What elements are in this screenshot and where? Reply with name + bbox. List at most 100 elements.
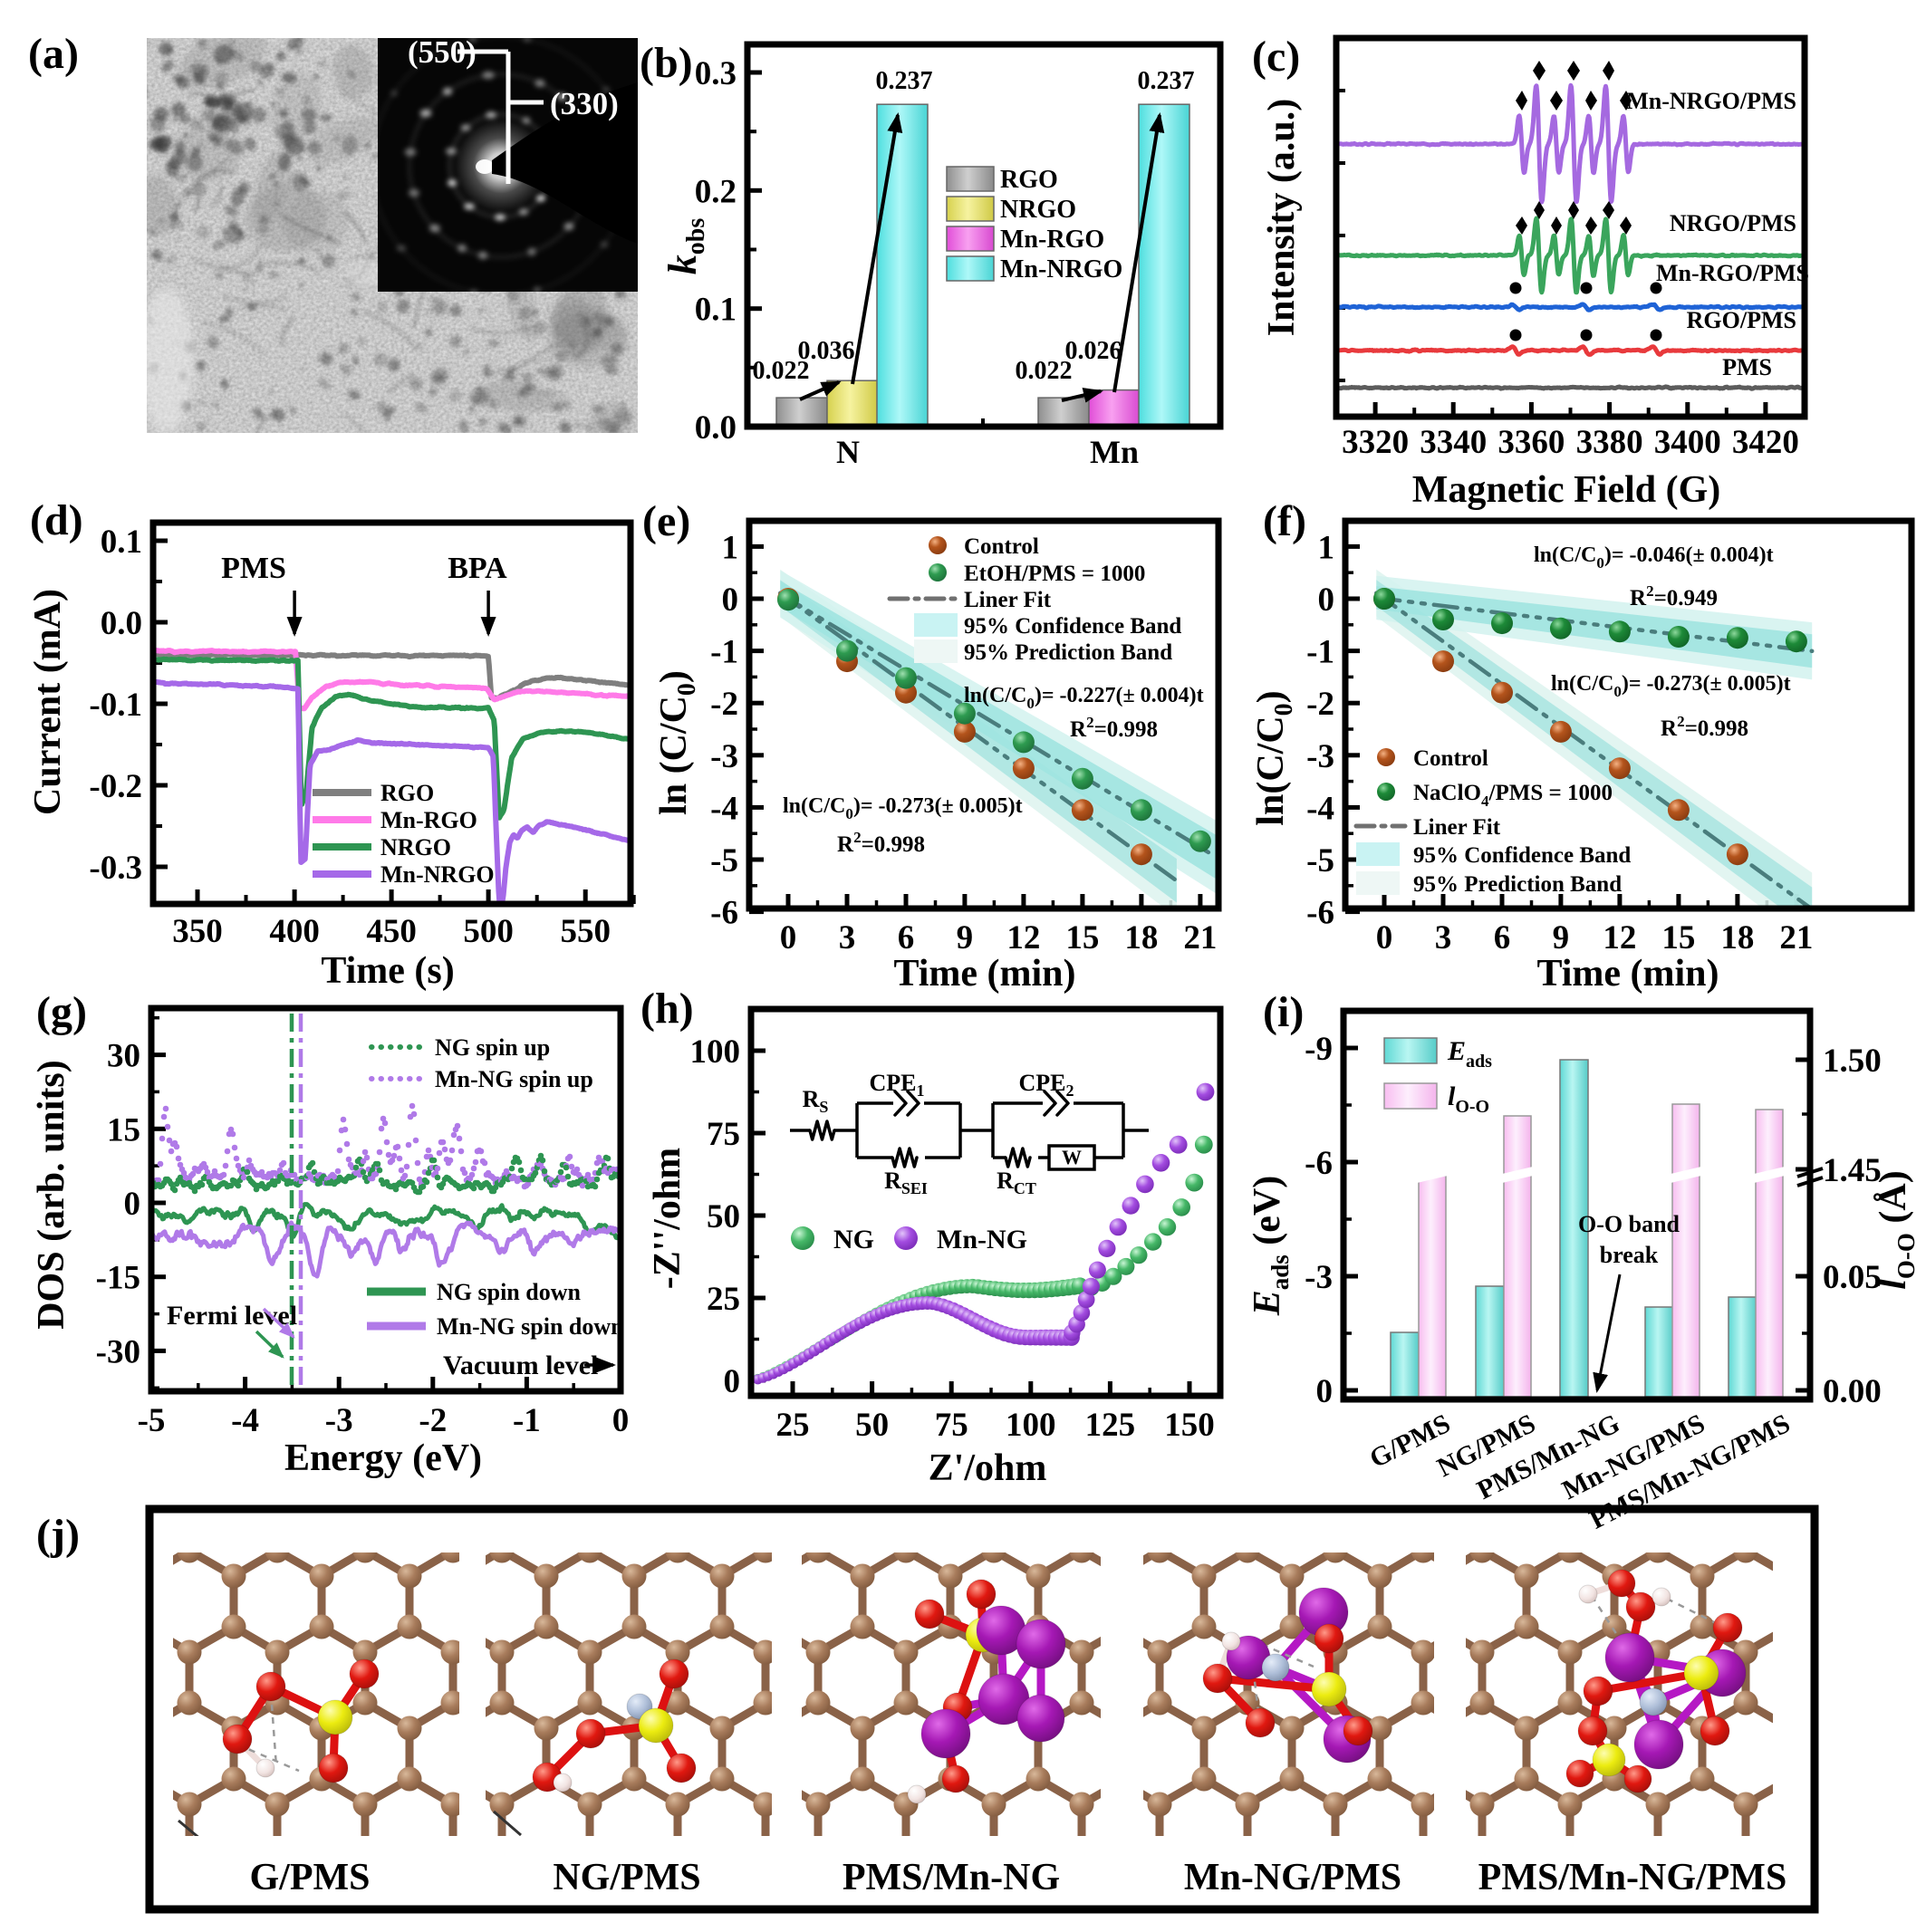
svg-text:-1: -1 (710, 634, 738, 671)
svg-text:Liner Fit: Liner Fit (1413, 815, 1501, 840)
svg-text:(c): (c) (1252, 33, 1300, 81)
svg-text:-6: -6 (1305, 1145, 1333, 1182)
svg-text:NG spin up: NG spin up (435, 1034, 550, 1061)
svg-text:50: 50 (855, 1407, 889, 1444)
svg-text:12: 12 (1006, 919, 1040, 956)
svg-text:PMS/Mn-NG/PMS: PMS/Mn-NG/PMS (1478, 1857, 1787, 1898)
svg-text:Vacuum level: Vacuum level (443, 1350, 598, 1380)
svg-text:95% Prediction Band: 95% Prediction Band (1413, 872, 1622, 897)
svg-text:18: 18 (1124, 919, 1158, 956)
svg-text:0.237: 0.237 (876, 67, 933, 95)
svg-text:R2=0.998: R2=0.998 (1070, 714, 1158, 742)
svg-text:O-O band: O-O band (1578, 1211, 1680, 1237)
svg-text:3: 3 (1435, 919, 1452, 956)
svg-text:0.036: 0.036 (798, 337, 855, 365)
svg-text:(330): (330) (550, 86, 619, 121)
svg-text:break: break (1600, 1242, 1659, 1268)
svg-text:EtOH/PMS = 1000: EtOH/PMS = 1000 (964, 562, 1145, 586)
svg-text:-0.1: -0.1 (89, 687, 142, 724)
svg-text:(a): (a) (28, 30, 79, 78)
svg-text:25: 25 (707, 1281, 740, 1318)
svg-text:CPE1: CPE1 (870, 1070, 925, 1100)
svg-text:Control: Control (1413, 746, 1488, 771)
svg-text:Mn-NG spin down: Mn-NG spin down (437, 1313, 624, 1340)
svg-text:-3: -3 (1305, 1259, 1333, 1296)
svg-text:R2=0.949: R2=0.949 (1630, 582, 1718, 610)
svg-text:3400: 3400 (1654, 424, 1721, 461)
svg-text:0.05: 0.05 (1823, 1259, 1882, 1296)
svg-text:0: 0 (1376, 919, 1393, 956)
svg-text:(j): (j) (36, 1511, 80, 1559)
svg-text:21: 21 (1779, 919, 1813, 956)
svg-text:0: 0 (780, 919, 797, 956)
svg-text:Energy (eV): Energy (eV) (284, 1437, 482, 1479)
svg-text:75: 75 (707, 1116, 740, 1153)
svg-text:(g): (g) (36, 988, 87, 1036)
svg-text:NG spin down: NG spin down (437, 1279, 581, 1305)
svg-text:-5: -5 (710, 842, 738, 879)
svg-text:15: 15 (1661, 919, 1695, 956)
svg-text:-0.2: -0.2 (89, 768, 142, 805)
svg-text:100: 100 (690, 1033, 741, 1071)
svg-text:Fermi level: Fermi level (167, 1301, 297, 1331)
svg-text:0.022: 0.022 (1016, 357, 1073, 385)
svg-text:-6: -6 (1306, 895, 1334, 932)
svg-text:550: 550 (560, 913, 611, 950)
svg-text:-3: -3 (1306, 738, 1334, 775)
svg-text:Time (min): Time (min) (893, 953, 1075, 995)
svg-text:0.00: 0.00 (1823, 1373, 1882, 1410)
svg-text:400: 400 (269, 913, 320, 950)
svg-text:9: 9 (1553, 919, 1570, 956)
svg-text:NG: NG (833, 1225, 874, 1254)
svg-text:(f): (f) (1263, 497, 1306, 545)
svg-text:0.026: 0.026 (1065, 337, 1122, 365)
svg-text:-4: -4 (1306, 790, 1334, 827)
svg-text:0.3: 0.3 (695, 55, 737, 92)
svg-text:-1: -1 (1306, 634, 1334, 671)
svg-text:RGO: RGO (1000, 166, 1058, 194)
svg-text:N: N (836, 434, 860, 470)
svg-text:-2: -2 (419, 1402, 447, 1439)
svg-text:W: W (1062, 1146, 1082, 1168)
svg-text:BPA: BPA (448, 552, 507, 585)
svg-text:Mn: Mn (1090, 434, 1139, 470)
svg-text:Mn-NRGO: Mn-NRGO (1000, 255, 1122, 284)
svg-text:Mn-NRGO/PMS: Mn-NRGO/PMS (1626, 88, 1796, 114)
svg-text:1.50: 1.50 (1823, 1043, 1882, 1080)
svg-text:Mn-RGO: Mn-RGO (380, 807, 477, 833)
svg-text:0.1: 0.1 (695, 292, 737, 329)
svg-text:Intensity (a.u.): Intensity (a.u.) (1261, 99, 1303, 337)
svg-text:125: 125 (1085, 1407, 1136, 1444)
svg-text:-15: -15 (96, 1260, 140, 1297)
svg-text:Time (min): Time (min) (1536, 953, 1719, 995)
svg-text:100: 100 (1006, 1407, 1056, 1444)
svg-text:(550): (550) (408, 34, 477, 70)
svg-text:Magnetic Field (G): Magnetic Field (G) (1412, 469, 1721, 511)
svg-text:18: 18 (1720, 919, 1754, 956)
svg-text:RGO/PMS: RGO/PMS (1687, 307, 1796, 333)
svg-text:3340: 3340 (1420, 424, 1487, 461)
svg-text:CPE2: CPE2 (1019, 1070, 1074, 1100)
svg-text:Mn-NG: Mn-NG (937, 1225, 1027, 1254)
svg-text:21: 21 (1183, 919, 1217, 956)
svg-text:0.0: 0.0 (695, 409, 737, 447)
svg-text:Control: Control (964, 534, 1039, 559)
svg-text:3360: 3360 (1497, 424, 1565, 461)
svg-text:Mn-RGO: Mn-RGO (1000, 226, 1104, 254)
svg-text:-9: -9 (1305, 1031, 1333, 1068)
svg-text:95% Confidence Band: 95% Confidence Band (964, 614, 1181, 639)
svg-text:150: 150 (1164, 1407, 1215, 1444)
svg-text:-5: -5 (1306, 842, 1334, 879)
svg-text:G/PMS: G/PMS (250, 1857, 371, 1898)
svg-text:12: 12 (1603, 919, 1636, 956)
svg-text:95% Prediction Band: 95% Prediction Band (964, 640, 1172, 665)
svg-text:Mn-RGO/PMS: Mn-RGO/PMS (1656, 260, 1809, 286)
svg-text:-3: -3 (710, 738, 738, 775)
svg-text:(b): (b) (640, 39, 693, 87)
svg-text:(e): (e) (642, 497, 690, 545)
svg-text:6: 6 (898, 919, 915, 956)
svg-text:(d): (d) (30, 496, 83, 544)
svg-text:75: 75 (935, 1407, 968, 1444)
svg-text:450: 450 (366, 913, 417, 950)
svg-text:Eads (eV): Eads (eV) (1247, 1176, 1294, 1317)
